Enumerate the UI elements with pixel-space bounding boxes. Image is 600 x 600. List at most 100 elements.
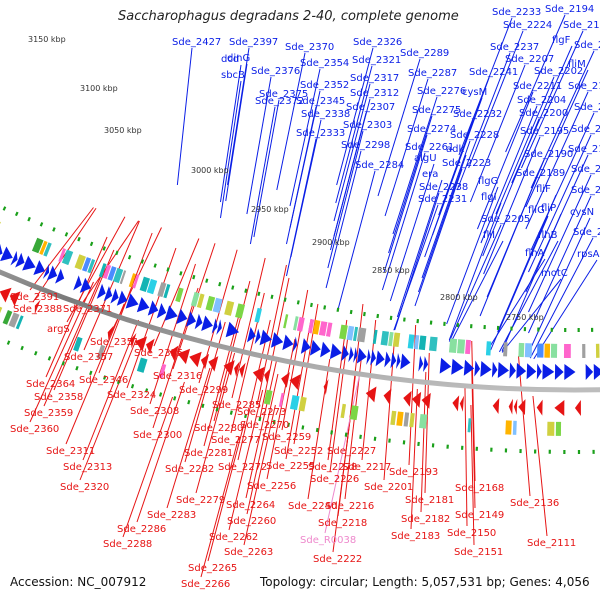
forward-gene	[491, 361, 498, 378]
cog-block	[82, 257, 92, 272]
blue-gene-label: Sde_2287	[408, 68, 457, 79]
kbp-label: 2900 kbp	[312, 238, 350, 247]
forward-gene	[390, 352, 397, 369]
red-gene-label: Sde_2282	[165, 464, 214, 475]
red-gene-label: Sde_2286	[117, 524, 166, 535]
scale-tick	[323, 305, 327, 310]
blue-gene-label: Sde_2238	[419, 182, 468, 193]
blue-gene-label: Sde_2231	[418, 194, 467, 205]
forward-gene	[247, 326, 256, 343]
blue-gene-label: flhB	[538, 230, 558, 241]
connector-line	[471, 367, 476, 509]
connector-line	[166, 367, 211, 509]
scale-tick	[158, 392, 163, 397]
red-gene-label: Sde_2265	[188, 563, 237, 574]
cog-block	[409, 412, 415, 428]
connector-line	[377, 58, 421, 197]
blue-gene-label: Sde_2333	[296, 128, 345, 139]
scale-tick	[349, 309, 353, 315]
reverse-gene	[421, 392, 431, 409]
forward-gene	[400, 353, 411, 370]
blue-gene-label: Sde_2352	[300, 80, 349, 91]
scale-tick	[205, 278, 209, 283]
kbp-label: 3100 kbp	[80, 84, 118, 93]
kbp-label: 3150 kbp	[28, 35, 66, 44]
forward-gene	[356, 347, 367, 364]
connector-line	[464, 385, 468, 527]
blue-gene-label: rpsA	[577, 249, 600, 260]
cog-block	[132, 274, 140, 289]
cog-block	[0, 221, 1, 225]
red-gene-label: Sde_2346	[79, 375, 128, 386]
connector-line	[45, 236, 108, 378]
cog-block	[205, 295, 216, 311]
forward-gene	[320, 341, 331, 358]
blue-gene-label: cysN	[570, 207, 594, 218]
cog-block	[278, 392, 285, 408]
cog-block	[392, 332, 401, 348]
blue-gene-label: Sde_2207	[505, 54, 554, 65]
red-gene-label: Sde_2325	[134, 348, 183, 359]
connector-line	[446, 186, 499, 325]
blue-gene-label: Sde_2194	[545, 4, 594, 15]
blue-gene-label: fliF	[536, 184, 551, 195]
scale-tick	[116, 379, 121, 385]
red-gene-label: Sde_2371	[63, 304, 112, 315]
red-gene-label: Sde_2260	[227, 516, 276, 527]
scale-tick	[229, 410, 233, 415]
scale-tick	[310, 302, 313, 308]
pseudo-gene-label: Sde_R0038	[300, 535, 356, 546]
reverse-gene	[513, 398, 518, 415]
cog-color-ring	[0, 221, 600, 436]
blue-gene-label: Sde_2147	[571, 185, 600, 196]
connector-line	[281, 289, 309, 431]
cog-block	[312, 319, 321, 335]
red-gene-label: Sde_2280	[194, 423, 243, 434]
forward-gene	[509, 362, 516, 379]
connector-line	[237, 319, 271, 461]
blue-gene-label: Sde_2200	[519, 108, 568, 119]
reverse-gene	[281, 372, 290, 388]
scale-tick	[389, 315, 393, 320]
red-gene-label: Sde_2111	[527, 538, 576, 549]
red-gene-label: Sde_2299	[179, 385, 228, 396]
cog-block	[128, 273, 136, 288]
scale-tick	[258, 416, 262, 422]
blue-gene-label: Sde_2180	[574, 40, 600, 51]
cog-block	[465, 339, 471, 355]
scale-tick	[34, 351, 38, 356]
connector-line	[450, 240, 504, 343]
scale-ticks	[2, 206, 595, 454]
connector-line	[335, 65, 373, 204]
blue-gene-label: Sde_2189	[516, 168, 565, 179]
blue-gene-label: Sde_2370	[285, 42, 334, 53]
blue-gene-label: motC	[541, 268, 568, 279]
cog-block	[163, 283, 171, 299]
cog-block	[503, 342, 508, 357]
cog-block	[414, 334, 420, 350]
blue-gene-label: flgF	[552, 35, 571, 46]
cog-block	[15, 315, 24, 330]
connector-line	[530, 50, 595, 189]
scale-tick	[27, 216, 31, 222]
connector-line	[525, 154, 589, 293]
connector-line	[176, 47, 193, 186]
red-gene-label: Sde_2222	[313, 554, 362, 565]
red-gene-label: Sde_2388	[13, 304, 62, 315]
forward-gene	[370, 349, 376, 366]
cog-block	[340, 403, 347, 419]
connector-line	[525, 91, 589, 230]
label-connector-lines	[29, 14, 598, 578]
blue-gene-label: era	[422, 169, 438, 180]
connector-line	[389, 163, 435, 302]
scale-tick	[115, 250, 119, 256]
connector-line	[29, 207, 94, 291]
scale-tick	[75, 365, 79, 371]
blue-gene-label: Sde_2375	[259, 89, 308, 100]
connector-line	[480, 105, 538, 244]
connector-line	[529, 237, 594, 359]
cog-block	[235, 303, 245, 319]
forward-gene	[216, 319, 222, 335]
blue-gene-label: dinG	[227, 53, 250, 64]
cog-block	[307, 319, 315, 334]
